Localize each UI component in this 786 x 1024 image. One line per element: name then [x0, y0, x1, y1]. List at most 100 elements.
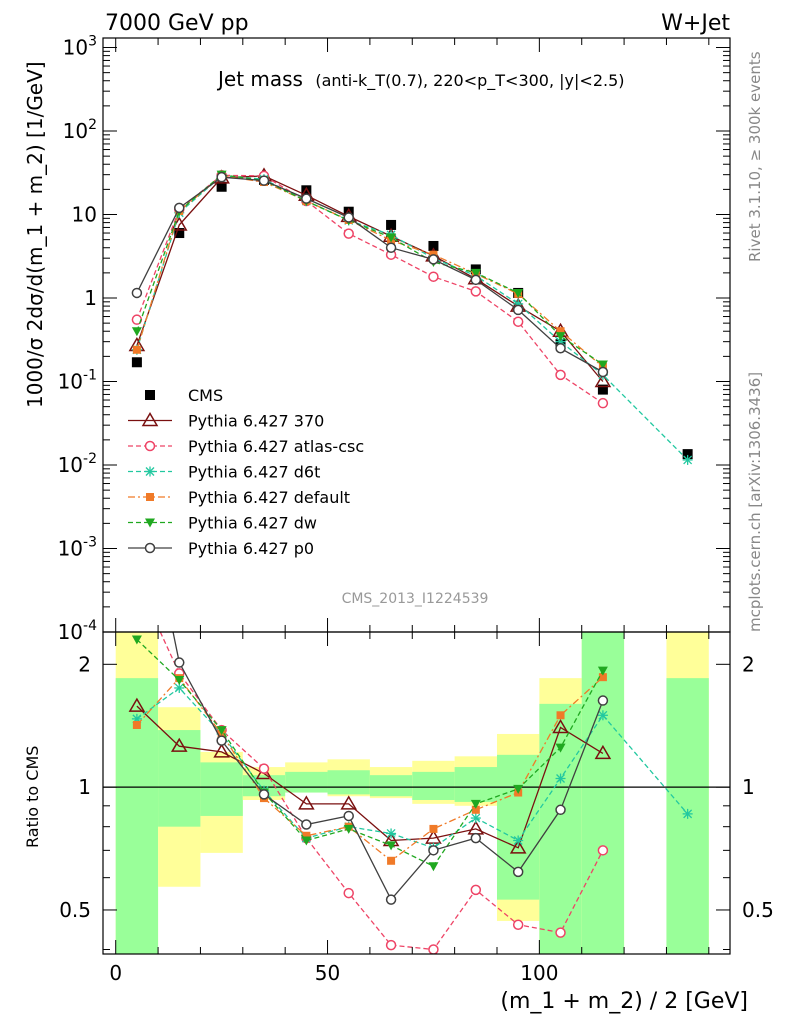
series-line-4: [136, 175, 604, 368]
ratio-point: [552, 719, 569, 734]
ratio-line-4: [136, 639, 604, 868]
legend-label: Pythia 6.427 d6t: [188, 463, 320, 482]
ratio-line-0: [136, 705, 604, 849]
legend-marker: [145, 466, 155, 477]
ratio-band-green: [412, 771, 455, 800]
data-point: [470, 286, 482, 297]
ratio-line-1: [159, 632, 604, 951]
data-point: [555, 369, 566, 381]
legend-label: CMS: [188, 386, 223, 405]
legend-marker: [144, 542, 156, 554]
ratio-y-tick-label-right: 0.5: [742, 898, 774, 922]
ratio-band-green: [369, 775, 413, 797]
axes: 10-4 10-3 10-2 10-1 1 10 102 103 0 50 100 0.5 0.5 1 1 2…: [58, 34, 774, 985]
data-point: [597, 384, 608, 395]
ratio-point: [471, 805, 480, 814]
ratio-point: [467, 820, 485, 835]
ratio-point: [132, 721, 141, 730]
data-point: [428, 240, 439, 251]
ratio-point: [302, 831, 311, 840]
data-point: [132, 345, 141, 354]
plot-title: Jet mass (anti-k_T(0.7), 220<p_T<300, |y…: [216, 67, 625, 91]
ratio-point: [258, 763, 270, 774]
legend-marker: [144, 440, 156, 452]
ratio-band-green: [200, 762, 243, 816]
ratio-point: [429, 824, 438, 833]
data-point: [301, 185, 312, 196]
ratio-point: [216, 726, 227, 736]
ratio-point: [386, 841, 397, 851]
ratio-point: [216, 735, 227, 746]
plot-title-sub: (anti-k_T(0.7), 220<p_T<300, |y|<2.5): [315, 71, 624, 91]
ratio-frame: [102, 631, 731, 955]
data-point: [428, 254, 439, 265]
rivet-version-label: Rivet 3.1.10, ≥ 300k events: [746, 51, 764, 262]
ratio-point: [428, 862, 439, 872]
data-point: [512, 316, 524, 327]
data-point: [216, 181, 227, 192]
ratio-point: [298, 795, 315, 810]
ratio-line-5: [172, 632, 604, 901]
ratio-band-green: [581, 632, 625, 954]
ratio-point: [513, 835, 524, 846]
data-point: [258, 175, 270, 186]
ratio-y-axis-label: Ratio to CMS: [23, 746, 42, 848]
data-point: [131, 357, 142, 368]
ratio-point: [470, 813, 481, 824]
mcplots-label: mcplots.cern.ch [arXiv:1306.3436]: [746, 372, 764, 632]
main-series: [128, 167, 693, 465]
ratio-point: [597, 695, 609, 706]
ratio-point: [682, 808, 693, 819]
ratio-point: [597, 666, 608, 676]
y-tick-label: 10-1: [58, 368, 97, 394]
ratio-y-tick-label-right: 1: [742, 775, 755, 799]
ratio-point: [428, 845, 439, 856]
ratio-y-tick-label-right: 2: [742, 652, 755, 676]
data-point: [594, 373, 612, 388]
data-point: [555, 332, 566, 342]
ratio-y-tick-label: 1: [78, 775, 91, 799]
legend-marker: [146, 493, 154, 501]
y-tick-label: 1: [84, 286, 97, 310]
data-point: [513, 288, 524, 298]
ratio-point: [555, 743, 566, 753]
ratio-point: [174, 676, 185, 686]
ratio-point: [386, 828, 397, 839]
ratio-uncertainty-bands: [103, 632, 730, 954]
analysis-id-label: CMS_2013_I1224539: [342, 591, 489, 607]
ratio-point: [385, 894, 397, 905]
ratio-point: [343, 810, 354, 822]
ratio-point: [428, 944, 439, 954]
y-tick-label: 102: [63, 117, 97, 143]
data-point: [556, 327, 565, 336]
y-tick-label: 10-2: [58, 451, 97, 477]
legend-label: Pythia 6.427 atlas-csc: [188, 437, 364, 456]
ratio-point: [343, 887, 354, 899]
data-point: [597, 360, 608, 370]
data-point: [386, 219, 397, 230]
main-y-axis-label: 1000/σ 2dσ/d(m_1 + m_2) [1/GeV]: [23, 61, 47, 408]
legend-marker: [141, 412, 159, 427]
ratio-point: [301, 836, 312, 846]
legend-marker: [145, 518, 155, 528]
ratio-point: [509, 839, 527, 854]
ratio-point: [174, 657, 185, 668]
ratio-point: [594, 744, 612, 760]
data-point: [131, 327, 142, 337]
ratio-point: [301, 819, 312, 830]
ratio-point: [513, 784, 524, 794]
series-line-2: [136, 174, 604, 404]
legend-label: Pythia 6.427 dw: [188, 514, 317, 533]
legend-label: Pythia 6.427 default: [188, 488, 350, 507]
legend: CMS Pythia 6.427 370 Pythia 6.427 atlas-cs…: [128, 386, 364, 558]
ratio-band-green: [285, 771, 328, 793]
x-tick-label: 50: [315, 961, 340, 985]
ratio-point: [598, 673, 607, 682]
ratio-point: [555, 773, 566, 784]
ratio-point: [258, 789, 270, 800]
series-line-1: [136, 175, 604, 382]
x-tick-label: 0: [109, 961, 122, 985]
ratio-point: [512, 866, 524, 878]
y-tick-label: 10-3: [58, 535, 97, 561]
data-point: [343, 206, 354, 217]
